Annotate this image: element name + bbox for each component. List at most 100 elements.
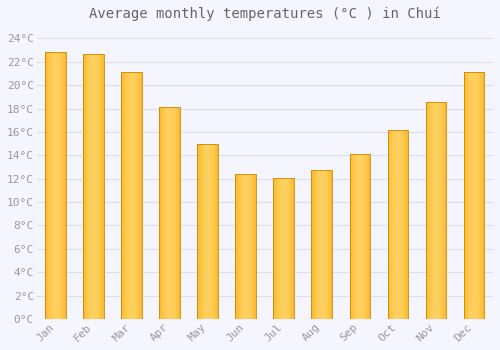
Bar bbox=[102, 54, 103, 319]
Bar bbox=[61, 52, 62, 319]
Bar bbox=[393, 130, 394, 319]
Bar bbox=[55, 52, 56, 319]
Bar bbox=[366, 154, 367, 319]
Bar bbox=[389, 130, 390, 319]
Bar bbox=[212, 144, 213, 319]
Bar bbox=[467, 72, 468, 319]
Bar bbox=[64, 52, 65, 319]
Bar bbox=[47, 52, 48, 319]
Bar bbox=[466, 72, 467, 319]
Bar bbox=[122, 72, 142, 319]
Bar bbox=[199, 144, 200, 319]
Bar bbox=[388, 130, 389, 319]
Bar bbox=[96, 54, 97, 319]
Bar bbox=[429, 102, 430, 319]
Bar bbox=[482, 72, 483, 319]
Bar bbox=[277, 177, 278, 319]
Bar bbox=[316, 170, 317, 319]
Bar bbox=[171, 107, 172, 319]
Bar bbox=[407, 130, 408, 319]
Bar bbox=[255, 174, 256, 319]
Bar bbox=[368, 154, 369, 319]
Bar bbox=[168, 107, 169, 319]
Bar bbox=[130, 72, 132, 319]
Bar bbox=[352, 154, 353, 319]
Bar bbox=[470, 72, 471, 319]
Bar bbox=[397, 130, 398, 319]
Bar bbox=[442, 102, 443, 319]
Bar bbox=[400, 130, 401, 319]
Bar bbox=[253, 174, 254, 319]
Bar bbox=[327, 170, 328, 319]
Bar bbox=[139, 72, 140, 319]
Bar bbox=[140, 72, 141, 319]
Bar bbox=[283, 177, 284, 319]
Bar bbox=[365, 154, 366, 319]
Bar bbox=[282, 177, 283, 319]
Bar bbox=[291, 177, 292, 319]
Bar bbox=[481, 72, 482, 319]
Bar bbox=[93, 54, 94, 319]
Bar bbox=[430, 102, 431, 319]
Bar bbox=[63, 52, 64, 319]
Bar bbox=[480, 72, 481, 319]
Bar bbox=[403, 130, 404, 319]
Bar bbox=[363, 154, 364, 319]
Bar bbox=[202, 144, 203, 319]
Bar bbox=[103, 54, 104, 319]
Bar bbox=[179, 107, 180, 319]
Bar bbox=[437, 102, 438, 319]
Bar bbox=[353, 154, 354, 319]
Bar bbox=[254, 174, 255, 319]
Bar bbox=[324, 170, 325, 319]
Bar bbox=[477, 72, 478, 319]
Bar bbox=[164, 107, 165, 319]
Bar bbox=[317, 170, 318, 319]
Bar bbox=[214, 144, 215, 319]
Bar bbox=[177, 107, 178, 319]
Bar bbox=[293, 177, 294, 319]
Bar bbox=[178, 107, 179, 319]
Bar bbox=[51, 52, 52, 319]
Bar bbox=[290, 177, 291, 319]
Bar bbox=[445, 102, 446, 319]
Bar bbox=[166, 107, 167, 319]
Bar bbox=[134, 72, 135, 319]
Bar bbox=[239, 174, 240, 319]
Bar bbox=[464, 72, 465, 319]
Bar bbox=[167, 107, 168, 319]
Bar bbox=[351, 154, 352, 319]
Bar bbox=[241, 174, 242, 319]
Bar bbox=[94, 54, 95, 319]
Bar bbox=[53, 52, 54, 319]
Bar bbox=[465, 72, 466, 319]
Bar bbox=[395, 130, 396, 319]
Bar bbox=[402, 130, 403, 319]
Bar bbox=[390, 130, 391, 319]
Bar bbox=[242, 174, 244, 319]
Bar bbox=[201, 144, 202, 319]
Bar bbox=[473, 72, 474, 319]
Bar bbox=[405, 130, 406, 319]
Bar bbox=[161, 107, 162, 319]
Bar bbox=[434, 102, 435, 319]
Bar bbox=[312, 170, 332, 319]
Bar bbox=[320, 170, 321, 319]
Bar bbox=[65, 52, 66, 319]
Bar bbox=[98, 54, 99, 319]
Bar bbox=[206, 144, 207, 319]
Bar bbox=[124, 72, 125, 319]
Bar bbox=[359, 154, 360, 319]
Bar bbox=[46, 52, 66, 319]
Bar bbox=[288, 177, 289, 319]
Bar bbox=[97, 54, 98, 319]
Bar bbox=[331, 170, 332, 319]
Bar bbox=[478, 72, 480, 319]
Bar bbox=[246, 174, 247, 319]
Bar bbox=[325, 170, 326, 319]
Bar bbox=[138, 72, 139, 319]
Bar bbox=[468, 72, 469, 319]
Bar bbox=[444, 102, 445, 319]
Bar bbox=[163, 107, 164, 319]
Bar bbox=[350, 154, 351, 319]
